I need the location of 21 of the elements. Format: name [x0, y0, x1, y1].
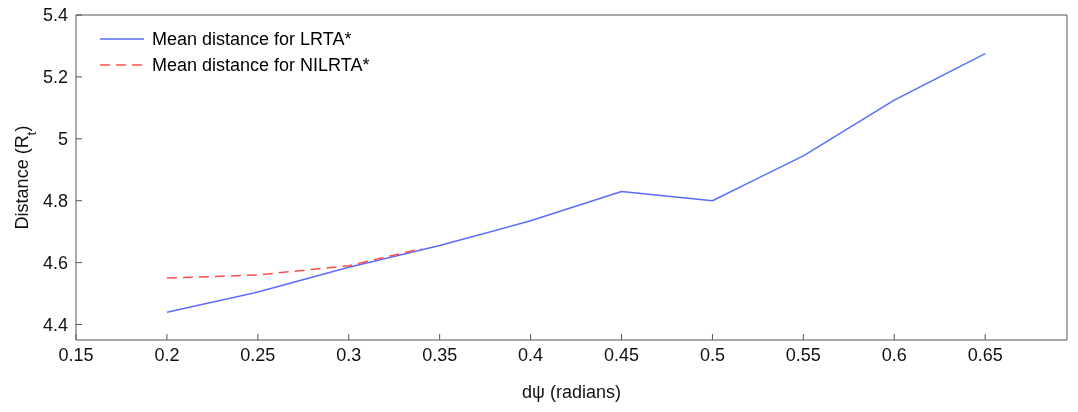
y-tick-label: 4.4	[42, 314, 68, 335]
x-tick-label: 0.15	[58, 344, 94, 365]
x-tick-label: 0.65	[967, 344, 1003, 365]
x-tick-label: 0.35	[422, 344, 458, 365]
x-tick-label: 0.3	[336, 344, 362, 365]
y-tick-label: 4.8	[42, 191, 68, 212]
y-tick-label: 5	[57, 129, 68, 150]
line-series	[166, 247, 423, 279]
x-tick-label: 0.4	[518, 344, 544, 365]
x-tick-label: 0.55	[785, 344, 821, 365]
y-tick-label: 5.2	[42, 67, 68, 88]
x-tick-label: 0.6	[881, 344, 907, 365]
x-tick-label: 0.25	[240, 344, 276, 365]
legend-label: Mean distance for LRTA*	[152, 28, 352, 50]
x-tick-label: 0.45	[603, 344, 640, 365]
legend-label: Mean distance for NILRTA*	[152, 54, 370, 76]
y-tick-label: 4.6	[42, 253, 68, 274]
y-tick-label: 5.4	[42, 5, 68, 26]
x-tick-label: 0.5	[699, 344, 725, 365]
x-tick-label: 0.2	[154, 344, 180, 365]
x-axis-title: dψ (radians)	[522, 382, 621, 402]
